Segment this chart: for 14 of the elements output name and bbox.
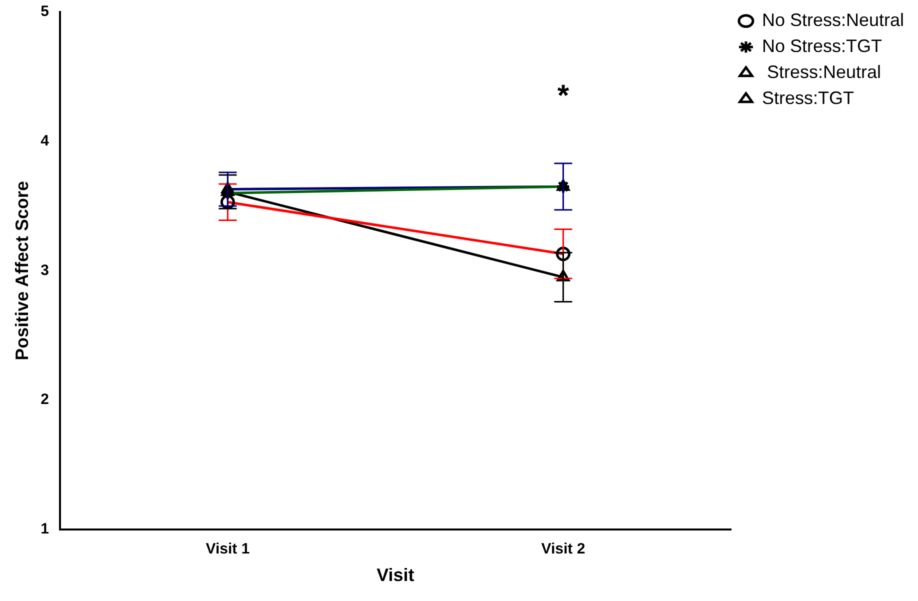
legend-label: No Stress:Neutral [762,10,904,30]
y-tick-label: 3 [40,262,49,279]
legend-label: Stress:TGT [762,88,854,108]
y-tick-label: 2 [40,391,49,408]
annotation: * [557,79,570,112]
legend-label: Stress:Neutral [762,62,881,82]
legend-label: No Stress:TGT [762,36,882,56]
y-tick-label: 4 [40,132,50,150]
y-axis-title: Positive Affect Score [12,180,32,360]
x-axis-title: Visit [376,565,414,586]
x-tick-label: Visit 2 [541,540,586,558]
x-tick-label: Visit 1 [206,540,250,558]
y-tick-label: 5 [40,3,49,20]
y-tick-label: 1 [40,520,49,538]
